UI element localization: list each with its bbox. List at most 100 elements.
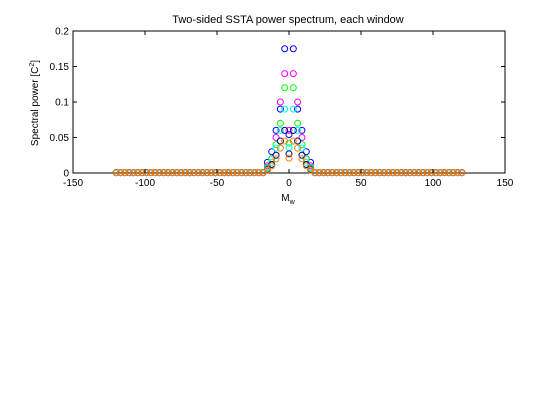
data-point xyxy=(281,84,289,92)
data-point xyxy=(237,169,245,177)
data-point xyxy=(350,169,358,177)
data-point xyxy=(419,169,427,177)
data-point xyxy=(380,169,388,177)
data-point xyxy=(281,70,289,78)
data-point xyxy=(281,126,289,134)
y-tick-label: 0 xyxy=(63,169,69,180)
data-point xyxy=(147,169,155,177)
data-point xyxy=(415,169,423,177)
data-point xyxy=(397,169,405,177)
data-point xyxy=(281,137,289,145)
data-point xyxy=(207,169,215,177)
data-point xyxy=(285,150,293,158)
data-point xyxy=(160,169,168,177)
data-point xyxy=(289,137,297,145)
data-point xyxy=(458,169,466,177)
data-point xyxy=(410,169,418,177)
data-point xyxy=(294,126,302,134)
y-axis-label-main: Spectral power [C xyxy=(30,67,41,146)
data-point xyxy=(298,144,306,152)
data-point xyxy=(276,137,284,145)
data-point xyxy=(294,144,302,152)
data-point xyxy=(268,158,276,166)
data-point xyxy=(281,45,289,53)
data-point xyxy=(315,169,323,177)
chart-title: Two-sided SSTA power spectrum, each wind… xyxy=(172,14,404,26)
series-5 xyxy=(112,137,466,177)
data-point xyxy=(212,169,220,177)
x-tick-label: 50 xyxy=(355,178,367,189)
data-point xyxy=(289,126,297,134)
data-point xyxy=(173,169,181,177)
data-point xyxy=(225,169,233,177)
data-point xyxy=(190,169,198,177)
data-point xyxy=(289,84,297,92)
data-point xyxy=(302,162,310,170)
data-point xyxy=(285,154,293,162)
data-point xyxy=(129,169,137,177)
data-point xyxy=(302,158,310,166)
data-point xyxy=(367,169,375,177)
y-tick-label: 0.1 xyxy=(55,98,69,109)
data-point xyxy=(298,155,306,163)
data-point xyxy=(203,169,211,177)
data-point xyxy=(125,169,133,177)
y-axis-ticks: 0 0.05 0.1 0.15 0.2 xyxy=(50,27,505,180)
data-point xyxy=(276,119,284,127)
data-point xyxy=(384,169,392,177)
data-point xyxy=(311,169,319,177)
data-point xyxy=(441,169,449,177)
y-axis-label-superscript: 2 xyxy=(29,63,36,67)
data-point xyxy=(294,98,302,106)
data-point xyxy=(402,169,410,177)
data-marks xyxy=(112,45,466,177)
data-point xyxy=(406,169,414,177)
data-point xyxy=(281,105,289,113)
data-point xyxy=(229,169,237,177)
data-point xyxy=(255,169,263,177)
x-axis-label: Mw xyxy=(281,193,295,206)
data-point xyxy=(151,169,159,177)
data-point xyxy=(341,169,349,177)
x-axis-label-main: M xyxy=(281,193,289,204)
x-tick-label: -100 xyxy=(135,178,155,189)
data-point xyxy=(276,98,284,106)
data-point xyxy=(250,169,258,177)
data-point xyxy=(445,169,453,177)
data-point xyxy=(177,169,185,177)
data-point xyxy=(449,169,457,177)
data-point xyxy=(246,169,254,177)
data-point xyxy=(289,45,297,53)
data-point xyxy=(276,126,284,134)
data-point xyxy=(233,169,241,177)
data-point xyxy=(186,169,194,177)
y-axis-label: Spectral power [C2] xyxy=(29,60,41,146)
x-tick-label: -50 xyxy=(210,178,225,189)
data-point xyxy=(285,139,293,147)
data-point xyxy=(393,169,401,177)
x-tick-label: 0 xyxy=(286,178,292,189)
data-point xyxy=(324,169,332,177)
data-point xyxy=(363,169,371,177)
data-point xyxy=(298,151,306,159)
data-point xyxy=(272,144,280,152)
data-point xyxy=(294,105,302,113)
data-point xyxy=(164,169,172,177)
y-tick-label: 0.15 xyxy=(50,62,70,73)
data-point xyxy=(337,169,345,177)
data-point xyxy=(272,134,280,141)
data-point xyxy=(389,169,397,177)
data-point xyxy=(276,105,284,113)
x-tick-label: 150 xyxy=(497,178,514,189)
data-point xyxy=(263,166,271,174)
y-tick-label: 0.2 xyxy=(55,27,69,38)
data-point xyxy=(168,169,176,177)
data-point xyxy=(453,169,461,177)
data-point xyxy=(289,105,297,113)
data-point xyxy=(294,119,302,127)
data-point xyxy=(134,169,142,177)
data-point xyxy=(320,169,328,177)
data-point xyxy=(272,155,280,163)
data-point xyxy=(436,169,444,177)
